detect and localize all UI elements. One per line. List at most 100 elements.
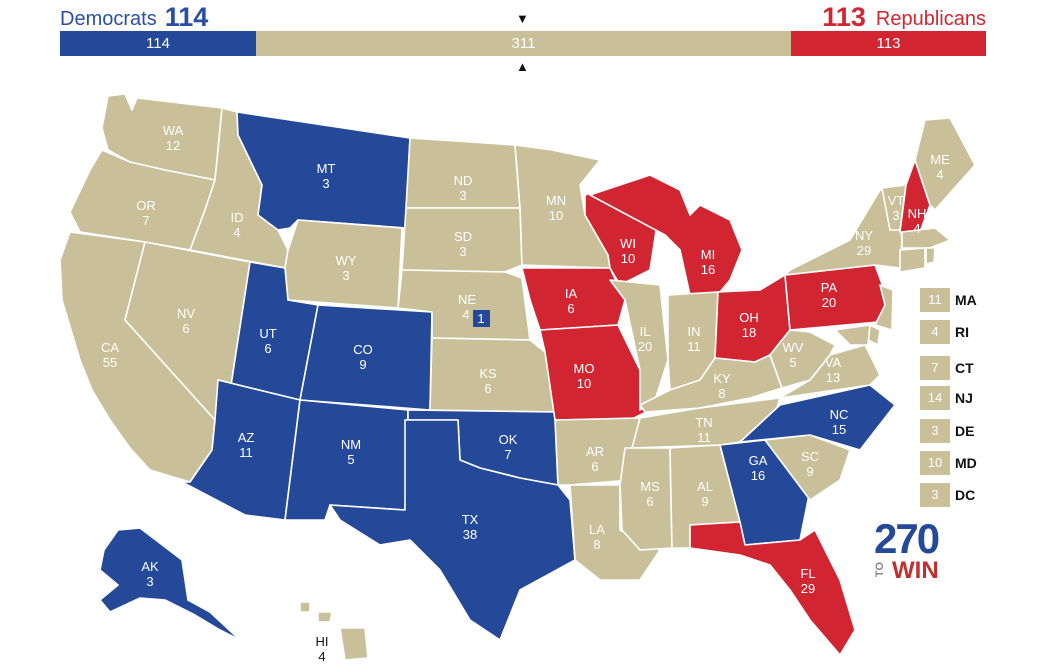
logo-win: WIN — [892, 557, 939, 584]
republicans-count: 113 — [822, 2, 866, 32]
majority-marker-bottom-icon: ▲ — [516, 59, 529, 74]
state-abbr-al: AL — [697, 479, 713, 494]
state-fl[interactable] — [689, 521, 856, 656]
state-hi-island-2[interactable] — [317, 611, 333, 623]
state-abbr-ms: MS — [640, 479, 660, 494]
state-abbr-mi: MI — [701, 247, 715, 262]
small-state-ev-box: 3 — [920, 419, 950, 443]
state-abbr-ar: AR — [586, 444, 604, 459]
state-abbr-id: ID — [231, 210, 244, 225]
state-ev-az: 11 — [239, 445, 253, 460]
state-abbr-nm: NM — [341, 437, 361, 452]
state-abbr-or: OR — [136, 198, 156, 213]
state-abbr-mt: MT — [317, 161, 336, 176]
site-logo: 270 TO WIN — [872, 518, 952, 584]
state-abbr-wv: WV — [783, 340, 804, 355]
state-sd[interactable] — [401, 207, 523, 273]
small-state-abbr: DE — [955, 423, 975, 439]
state-abbr-wy: WY — [336, 253, 357, 268]
state-ar[interactable] — [554, 417, 641, 486]
small-state-ev-box: 11 — [920, 288, 950, 312]
state-mi[interactable] — [589, 174, 743, 296]
state-abbr-ky: KY — [713, 371, 731, 386]
logo-to: TO — [874, 562, 886, 578]
state-abbr-va: VA — [825, 355, 842, 370]
state-nc[interactable] — [739, 384, 896, 451]
state-ev-id: 4 — [233, 225, 240, 240]
state-ev-or: 7 — [142, 213, 149, 228]
state-abbr-ia: IA — [565, 286, 578, 301]
state-ev-ny: 29 — [857, 243, 871, 258]
small-state-ev-box: 4 — [920, 320, 950, 344]
state-abbr-hi: HI — [316, 634, 329, 649]
state-ev-hi: 4 — [318, 649, 325, 664]
state-abbr-nh: NH — [908, 206, 927, 221]
small-state-ct[interactable]: 7 CT — [920, 356, 1050, 380]
small-state-abbr: MA — [955, 292, 977, 308]
state-ev-ak: 3 — [146, 574, 153, 589]
small-state-ri[interactable]: 4 RI — [920, 320, 1050, 344]
small-state-de[interactable]: 3 DE — [920, 419, 1050, 443]
state-abbr-ks: KS — [479, 366, 497, 381]
state-abbr-ne: NE — [458, 292, 476, 307]
small-state-abbr: DC — [955, 487, 976, 503]
state-ev-nh: 4 — [913, 221, 920, 236]
small-state-dc[interactable]: 3 DC — [920, 483, 1050, 507]
state-ev-co: 9 — [359, 357, 366, 372]
state-me[interactable] — [914, 117, 976, 211]
state-ev-tn: 11 — [697, 430, 711, 445]
state-ev-nv: 6 — [182, 321, 189, 336]
state-tx[interactable] — [329, 419, 576, 641]
state-abbr-wa: WA — [163, 123, 184, 138]
state-md[interactable] — [834, 324, 871, 346]
state-ev-ca: 55 — [103, 355, 117, 370]
state-ev-nd: 3 — [459, 188, 466, 203]
bar-tossup-segment: 311 — [256, 31, 791, 56]
state-abbr-in: IN — [688, 324, 701, 339]
state-abbr-nv: NV — [177, 306, 195, 321]
state-abbr-il: IL — [640, 324, 651, 339]
state-ev-va: 13 — [826, 370, 840, 385]
state-nj[interactable] — [874, 284, 894, 331]
small-state-abbr: RI — [955, 324, 969, 340]
small-state-ev-box: 3 — [920, 483, 950, 507]
state-ct[interactable] — [899, 247, 926, 273]
state-abbr-ak: AK — [141, 559, 159, 574]
state-ev-ky: 8 — [718, 386, 725, 401]
state-abbr-ga: GA — [749, 453, 768, 468]
state-mo[interactable] — [539, 324, 651, 421]
state-hi-island-3[interactable] — [339, 627, 369, 661]
state-ak[interactable] — [99, 527, 241, 641]
state-hi[interactable] — [299, 601, 311, 613]
state-ev-ia: 6 — [567, 301, 574, 316]
state-abbr-wi: WI — [620, 236, 636, 251]
state-abbr-fl: FL — [800, 566, 815, 581]
democrats-total: Democrats 114 — [60, 4, 208, 32]
state-abbr-me: ME — [930, 152, 950, 167]
state-ev-wy: 3 — [342, 268, 349, 283]
republicans-total: 113 Republicans — [822, 4, 986, 32]
state-abbr-ut: UT — [259, 326, 276, 341]
small-state-ma[interactable]: 11 MA — [920, 288, 1050, 312]
state-ev-sc: 9 — [806, 464, 813, 479]
small-state-md[interactable]: 10 MD — [920, 451, 1050, 475]
state-abbr-ca: CA — [101, 340, 119, 355]
state-ev-fl: 29 — [801, 581, 815, 596]
state-ev-mi: 16 — [701, 262, 715, 277]
state-ev-ms: 6 — [646, 494, 653, 509]
state-ev-nm: 5 — [347, 452, 354, 467]
state-pa[interactable] — [784, 264, 889, 331]
state-ma[interactable] — [901, 227, 951, 249]
small-state-abbr: MD — [955, 455, 977, 471]
small-state-nj[interactable]: 14 NJ — [920, 386, 1050, 410]
state-abbr-nc: NC — [830, 407, 849, 422]
ne-district-box — [473, 310, 490, 327]
state-abbr-pa: PA — [821, 280, 838, 295]
state-ri[interactable] — [925, 247, 936, 265]
state-abbr-tn: TN — [695, 415, 712, 430]
state-ev-in: 11 — [687, 339, 701, 354]
state-nh[interactable] — [899, 159, 931, 233]
state-ev-ne: 4 — [462, 307, 469, 322]
small-state-ev-box: 14 — [920, 386, 950, 410]
